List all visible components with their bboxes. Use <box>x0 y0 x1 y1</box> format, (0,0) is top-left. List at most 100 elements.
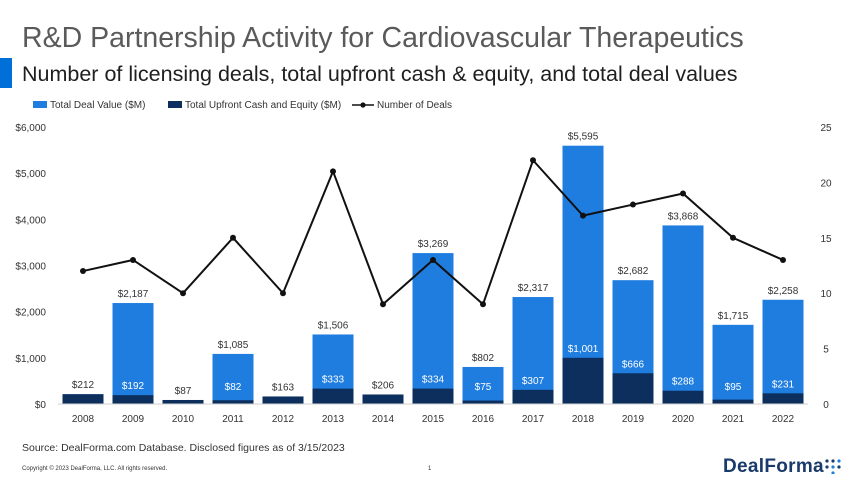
bar-upfront-cash-equity <box>712 399 754 404</box>
data-label-total: $1,506 <box>318 320 349 331</box>
y-right-tick-label: 5 <box>823 345 829 356</box>
y-left-tick-label: $2,000 <box>15 308 46 319</box>
data-label-upfront: $288 <box>672 377 695 388</box>
bar-upfront-cash-equity <box>412 388 454 404</box>
y-right-tick-label: 0 <box>823 400 829 411</box>
legend-label-deals: Number of Deals <box>377 100 452 111</box>
point-number-of-deals <box>530 157 536 164</box>
bar-upfront-cash-equity <box>262 396 304 404</box>
data-label-upfront: $212 <box>72 380 95 391</box>
y-left-tick-label: $3,000 <box>15 262 46 273</box>
chart-title: R&D Partnership Activity for Cardiovascu… <box>22 22 744 54</box>
bar-total-deal-value <box>412 253 454 404</box>
x-tick-label: 2014 <box>372 414 395 425</box>
bar-total-deal-value <box>112 303 154 404</box>
y-left-tick-label: $0 <box>35 400 47 411</box>
bar-upfront-cash-equity <box>512 389 554 404</box>
legend-swatch-upfront <box>168 101 182 108</box>
data-label-total: $1,715 <box>718 311 749 322</box>
x-tick-label: 2012 <box>272 414 295 425</box>
point-number-of-deals <box>380 301 386 308</box>
data-label-upfront: $163 <box>272 382 295 393</box>
point-number-of-deals <box>230 234 236 241</box>
data-label-total: $2,317 <box>518 283 549 294</box>
bar-total-deal-value <box>212 353 254 404</box>
x-tick-label: 2022 <box>772 414 795 425</box>
bar-upfront-cash-equity <box>362 394 404 404</box>
data-label-upfront: $231 <box>772 379 795 390</box>
legend-label-upfront: Total Upfront Cash and Equity ($M) <box>185 100 341 111</box>
data-label-total: $1,085 <box>218 340 249 351</box>
bar-upfront-cash-equity <box>212 400 254 404</box>
x-tick-label: 2015 <box>422 414 445 425</box>
data-label-total: $3,868 <box>668 211 699 222</box>
subtitle-accent-bar <box>0 58 12 88</box>
bar-upfront-cash-equity <box>762 393 804 404</box>
point-number-of-deals <box>180 290 186 297</box>
dealforma-logo: DealForma <box>723 456 824 477</box>
page-number: 1 <box>428 466 432 472</box>
source-note: Source: DealForma.com Database. Disclose… <box>22 442 345 454</box>
data-label-total: $5,595 <box>568 132 599 143</box>
x-tick-label: 2018 <box>572 414 595 425</box>
data-label-total: $2,682 <box>618 266 649 277</box>
bar-upfront-cash-equity <box>312 388 354 404</box>
point-number-of-deals <box>730 234 736 241</box>
bar-total-deal-value <box>662 225 704 404</box>
data-label-total: $2,187 <box>118 289 149 300</box>
point-number-of-deals <box>580 212 586 219</box>
logo-dots-icon <box>825 459 841 474</box>
data-label-upfront: $87 <box>175 386 192 397</box>
x-tick-label: 2008 <box>72 414 95 425</box>
x-tick-label: 2019 <box>622 414 645 425</box>
data-label-upfront: $666 <box>622 359 645 370</box>
x-tick-label: 2016 <box>472 414 495 425</box>
y-right-tick-label: 10 <box>820 289 832 300</box>
point-number-of-deals <box>680 190 686 197</box>
point-number-of-deals <box>780 256 786 263</box>
x-tick-label: 2017 <box>522 414 545 425</box>
point-number-of-deals <box>330 168 336 175</box>
bar-total-deal-value <box>712 324 754 404</box>
y-right-tick-label: 15 <box>820 234 832 245</box>
bar-upfront-cash-equity <box>112 395 154 404</box>
bar-total-deal-value <box>462 366 504 404</box>
x-tick-label: 2011 <box>222 414 244 425</box>
bar-upfront-cash-equity <box>612 373 654 404</box>
legend-label-total: Total Deal Value ($M) <box>50 100 145 111</box>
data-label-total: $2,258 <box>768 286 799 297</box>
x-tick-label: 2010 <box>172 414 195 425</box>
x-tick-label: 2009 <box>122 414 145 425</box>
y-left-tick-label: $5,000 <box>15 169 46 180</box>
data-label-upfront: $334 <box>422 375 445 386</box>
data-label-total: $802 <box>472 353 495 364</box>
legend-marker-deals <box>360 102 366 108</box>
x-tick-label: 2021 <box>722 414 745 425</box>
bar-total-deal-value <box>512 297 554 404</box>
point-number-of-deals <box>430 256 436 263</box>
y-right-tick-label: 25 <box>820 123 832 134</box>
bar-total-deal-value <box>762 299 804 404</box>
point-number-of-deals <box>80 268 86 275</box>
bar-upfront-cash-equity <box>662 390 704 404</box>
bar-upfront-cash-equity <box>562 357 604 404</box>
data-label-total: $3,269 <box>418 239 449 250</box>
legend-swatch-total <box>33 101 47 108</box>
data-label-upfront: $1,001 <box>568 344 599 355</box>
point-number-of-deals <box>630 201 636 208</box>
chart-subtitle: Number of licensing deals, total upfront… <box>22 62 738 86</box>
point-number-of-deals <box>480 301 486 308</box>
bar-upfront-cash-equity <box>62 394 104 404</box>
point-number-of-deals <box>280 290 286 297</box>
bar-upfront-cash-equity <box>162 399 204 404</box>
data-label-upfront: $333 <box>322 375 345 386</box>
data-label-upfront: $192 <box>122 381 145 392</box>
y-left-tick-label: $4,000 <box>15 215 46 226</box>
copyright-note: Copyright © 2023 DealForma, LLC. All rig… <box>22 466 168 472</box>
y-left-tick-label: $6,000 <box>15 123 46 134</box>
data-label-upfront: $95 <box>725 382 742 393</box>
combo-chart: Total Deal Value ($M) Total Upfront Cash … <box>15 100 832 425</box>
point-number-of-deals <box>130 256 136 263</box>
data-label-upfront: $206 <box>372 380 395 391</box>
y-right-tick-label: 20 <box>820 178 832 189</box>
